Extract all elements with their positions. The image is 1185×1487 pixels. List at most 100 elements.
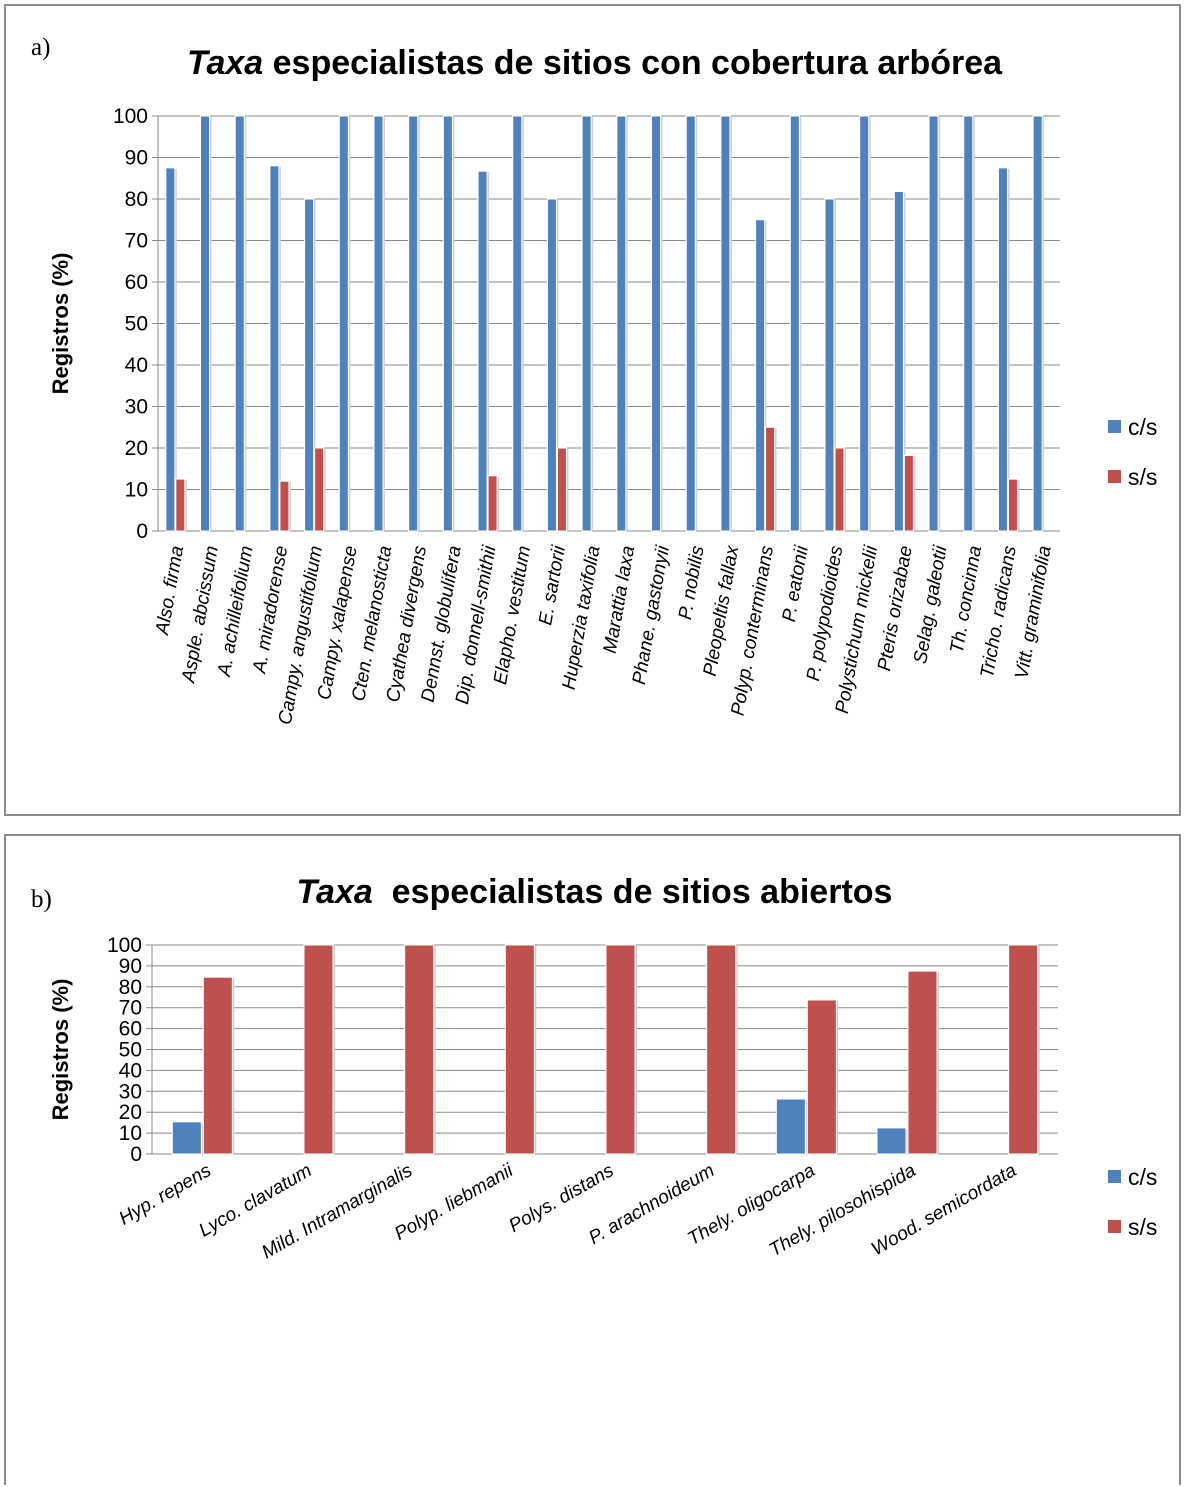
bar [408,115,419,532]
chart-title-a-italic: Taxa [186,44,264,82]
bar [202,976,233,1155]
bar [171,1121,202,1155]
y-tick-label: 100 [107,934,142,957]
bar-ss-11 [556,447,569,532]
bar-ss-1 [303,944,335,1155]
bar-cs-7 [876,1127,908,1155]
bar [720,115,731,532]
legend-label: c/s [1128,414,1157,440]
chart-panel-b: b) Taxa especialistas de sitios abiertos… [4,834,1181,1485]
y-tick-label: 50 [119,1039,142,1062]
bar [556,447,567,532]
bar-cs-6 [775,1098,808,1155]
y-axis-title: Registros (%) [48,979,73,1121]
legend-swatch [1108,1170,1121,1183]
x-category-label: Hyp. repens [116,1160,216,1230]
bar-cs-0 [171,1121,204,1155]
bar [685,115,696,532]
chart-title-a-rest: especialistas de sitios con cobertura ar… [263,44,1003,82]
bar-cs-1 [200,115,212,532]
bar [175,478,186,532]
y-tick-label: 10 [119,1122,142,1145]
legend-label: c/s [1128,1164,1157,1190]
y-tick-label: 20 [119,1101,142,1124]
bar [806,999,837,1155]
legend-swatch [1108,470,1121,483]
bar [903,454,914,532]
bar-cs-20 [859,115,871,532]
bar-ss-4 [605,944,637,1155]
y-tick-label: 0 [130,1143,142,1166]
bar [997,167,1008,532]
y-tick-label: 90 [125,147,148,170]
y-tick-label: 60 [125,271,148,294]
bar [477,170,488,532]
x-category-label: Marattia laxa [600,544,640,655]
bar-cs-23 [963,115,975,532]
bar [928,115,939,532]
x-category-label: Pteris orizabae [874,544,917,672]
chart-title-b-italic: Taxa [296,873,373,911]
chart-title-b-rest: especialistas de sitios abiertos [372,873,893,911]
y-axis-title: Registros (%) [48,253,73,395]
bar-cs-14 [651,115,663,532]
bar-cs-11 [546,198,559,532]
y-tick-label: 100 [113,105,148,128]
y-tick-label: 70 [125,230,148,253]
y-tick-label: 60 [119,1018,142,1041]
bar [755,219,766,532]
bar [581,115,592,532]
bar-ss-8 [1008,944,1040,1155]
bar-ss-5 [706,944,738,1155]
bar [824,198,835,532]
bar [512,115,523,532]
x-category-label: Also. firma [152,544,188,637]
bar [775,1098,806,1155]
panel-label-a: a) [31,34,51,61]
bar [269,165,280,532]
y-tick-label: 30 [119,1080,142,1103]
x-category-label: Selag. galeotii [910,543,952,665]
bar [765,426,776,532]
legend-swatch [1108,1220,1121,1233]
chart-panel-a: a) Taxa especialistas de sitios con cobe… [4,4,1181,816]
bar [373,115,384,532]
bar [834,447,845,532]
bar-ss-24 [1007,478,1020,532]
bar [651,115,662,532]
bar-cs-5 [338,115,351,532]
x-category-label: P. nobilis [675,544,709,622]
y-tick-label: 70 [119,997,142,1020]
bar-cs-24 [997,167,1010,532]
y-tick-label: 80 [125,188,148,211]
bar-ss-19 [834,447,846,532]
chart-title-a: Taxa especialistas de sitios con cobertu… [6,44,1183,83]
bar-ss-0 [202,976,235,1155]
chart-title-b: Taxa especialistas de sitios abiertos [6,873,1183,912]
bar-ss-0 [175,478,187,532]
panel-label-b: b) [31,886,52,913]
legend-label: s/s [1128,464,1157,490]
x-category-label: Vitt. graminifolia [1011,544,1055,680]
bar-ss-6 [806,999,839,1155]
bar [314,447,325,532]
y-tick-label: 90 [119,955,142,978]
bar-ss-2 [404,944,436,1155]
x-category-label: E. sartorii [535,543,570,626]
bar-cs-16 [720,115,732,532]
bar-ss-3 [279,480,291,532]
bar-ss-21 [903,454,916,532]
bar-cs-22 [928,115,941,532]
bar-ss-4 [314,447,326,532]
y-tick-label: 50 [125,313,148,336]
bar [616,115,627,532]
bar [1008,944,1039,1155]
bar [487,475,498,532]
bar [165,167,176,532]
x-category-label: P. eatonii [779,543,813,623]
bar-ss-7 [907,970,939,1155]
bar-cs-15 [685,115,698,532]
y-tick-label: 20 [125,437,148,460]
